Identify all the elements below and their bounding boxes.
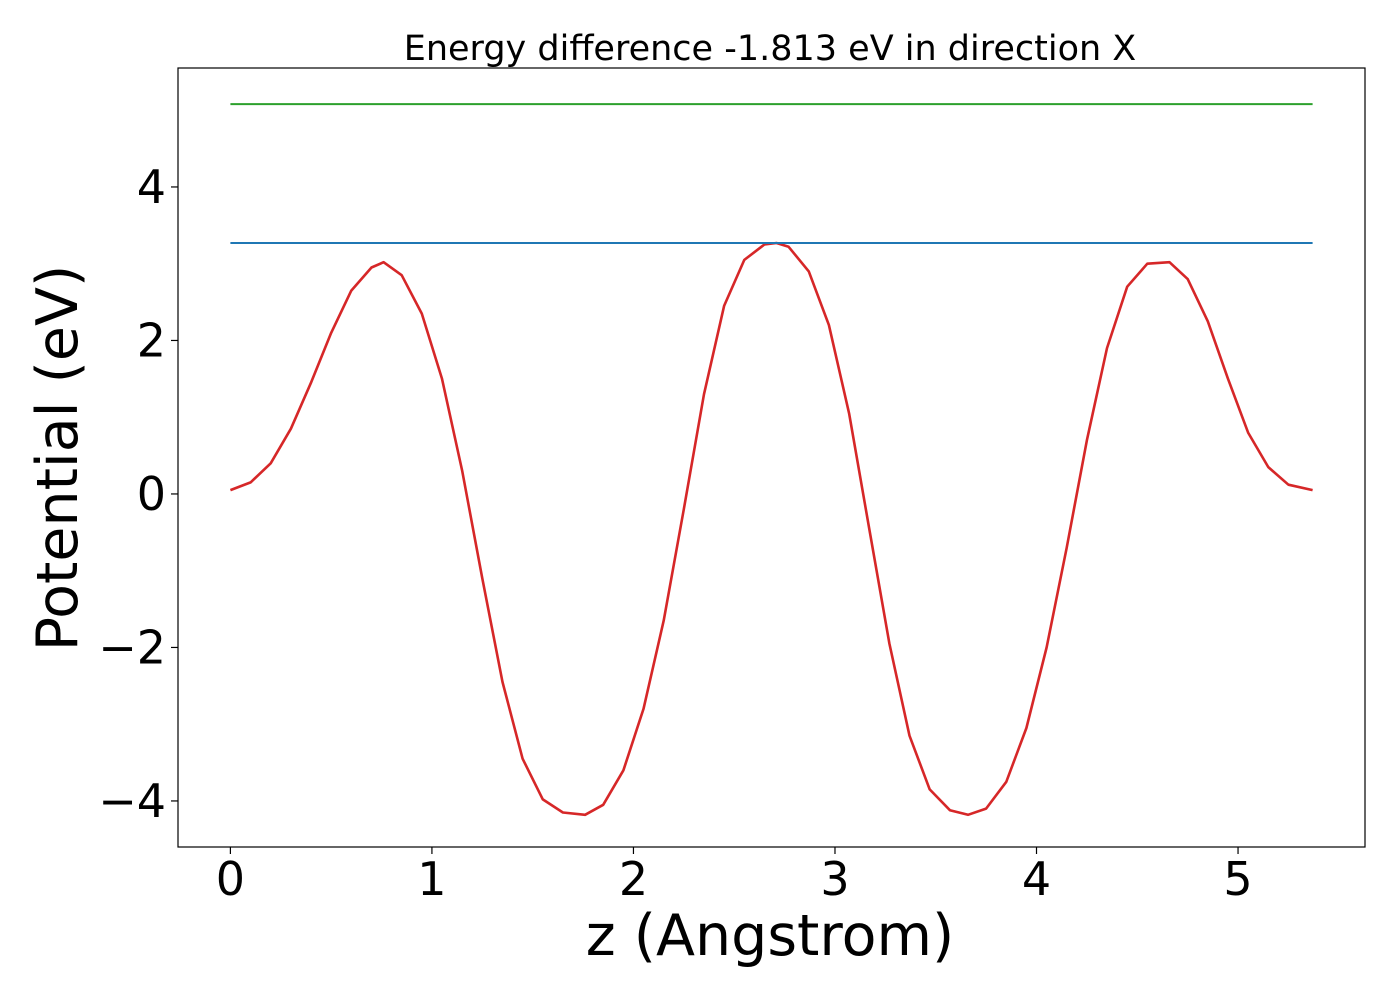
y-tick-label: −2 — [98, 620, 166, 674]
x-tick-label: 1 — [417, 852, 446, 906]
y-tick-label: 0 — [137, 467, 166, 521]
x-tick-label: 5 — [1223, 852, 1252, 906]
x-tick-label: 2 — [619, 852, 648, 906]
y-tick-label: 4 — [137, 160, 166, 214]
x-tick-label: 4 — [1022, 852, 1051, 906]
y-axis: −4 −2 0 2 4 — [98, 160, 178, 828]
x-axis-label: z (Angstrom) — [586, 903, 954, 969]
y-tick-label: 2 — [137, 313, 166, 367]
chart-title: Energy difference -1.813 eV in direction… — [404, 29, 1137, 69]
x-tick-label: 3 — [820, 852, 849, 906]
plot-frame — [177, 67, 1366, 848]
y-tick-label: −4 — [98, 774, 166, 828]
plot-area — [177, 67, 1366, 848]
y-axis-label: Potential (eV) — [25, 265, 91, 651]
x-axis: 0 1 2 3 4 5 — [216, 847, 1253, 906]
series-line-1 — [229, 241, 1313, 817]
series-layer — [229, 103, 1313, 817]
x-tick-label: 0 — [216, 852, 245, 906]
